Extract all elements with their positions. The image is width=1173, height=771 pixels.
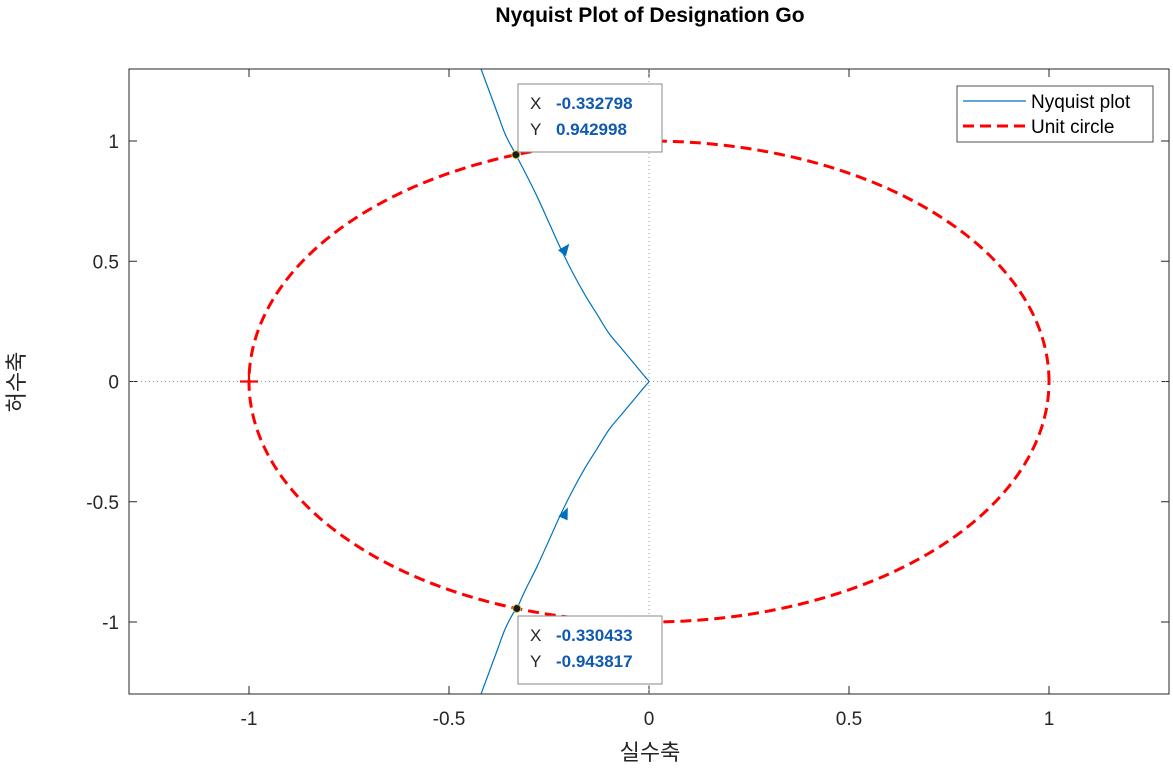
datatip-lower-box (517, 615, 663, 685)
x-axis-ticks: -1 -0.5 0 0.5 1 (241, 69, 1055, 730)
x-tick-label: 0.5 (836, 709, 862, 730)
datatip-lower-y-value: -0.943817 (556, 652, 633, 671)
legend: Nyquist plot Unit circle (956, 85, 1154, 143)
x-tick-label: -0.5 (433, 709, 466, 730)
datatip-lower[interactable]: X -0.330433 Y -0.943817 (517, 615, 663, 685)
legend-box (956, 85, 1154, 143)
y-tick-label: 0 (108, 373, 119, 394)
y-tick-label: -0.5 (86, 493, 119, 514)
datatip-upper-box (517, 83, 663, 153)
x-tick-label: 1 (1044, 709, 1055, 730)
plot-frame (128, 68, 1170, 695)
datatip-lower-y-key: Y (530, 652, 541, 671)
direction-arrow (557, 243, 570, 257)
y-tick-label: 0.5 (93, 252, 119, 273)
datatip-upper[interactable]: X -0.332798 Y 0.942998 (517, 83, 663, 153)
x-axis-label: 실수축 (620, 741, 681, 766)
y-axis-label: 허수축 (5, 352, 30, 413)
x-tick-label: -1 (241, 709, 258, 730)
datatip-upper-y-key: Y (530, 120, 541, 139)
datatip-upper-y-value: 0.942998 (556, 120, 627, 139)
y-tick-label: 1 (108, 132, 119, 153)
datatip-upper-x-value: -0.332798 (556, 94, 633, 113)
legend-label-nyquist: Nyquist plot (1031, 92, 1131, 113)
datatip-lower-x-value: -0.330433 (556, 626, 633, 645)
marker-layer (240, 150, 570, 613)
y-axis-ticks: -1 -0.5 0 0.5 1 (86, 132, 1169, 634)
direction-arrow (558, 507, 568, 521)
legend-label-unit-circle: Unit circle (1031, 117, 1114, 138)
datatip-point (512, 603, 522, 613)
nyquist-curve-line (480, 69, 650, 694)
datatip-point (511, 150, 521, 160)
datatip-upper-x-key: X (530, 94, 541, 113)
chart-title: Nyquist Plot of Designation Go (495, 4, 804, 27)
datatip-lower-x-key: X (530, 626, 541, 645)
y-tick-label: -1 (102, 613, 119, 634)
x-tick-label: 0 (644, 709, 655, 730)
